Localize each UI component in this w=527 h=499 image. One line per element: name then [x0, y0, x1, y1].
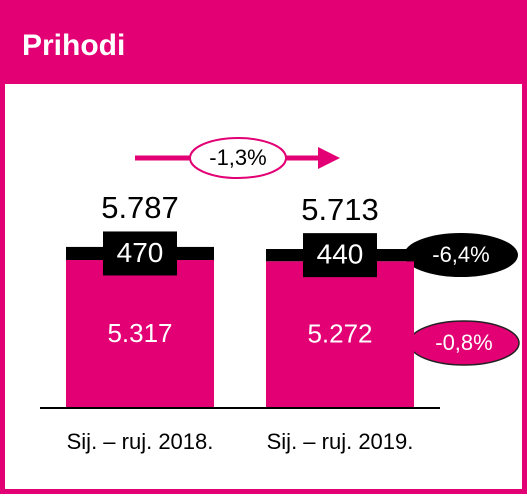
chart-title: Prihodi	[22, 29, 125, 62]
value-label: 5.272	[307, 319, 372, 349]
bar-segment	[66, 260, 214, 408]
x-tick-label: Sij. – ruj. 2018.	[67, 429, 214, 454]
change-bubble	[189, 137, 287, 179]
bar-segment	[266, 261, 414, 408]
value-label-box	[103, 231, 177, 276]
x-tick-label: Sij. – ruj. 2019.	[267, 429, 414, 454]
total-label: 5.787	[101, 190, 179, 225]
series-change-label: -0,8%	[435, 330, 492, 355]
total-change-label: -1,3%	[209, 145, 266, 170]
total-label: 5.713	[301, 192, 379, 227]
value-label: 440	[317, 239, 364, 270]
value-label-box	[303, 233, 377, 278]
value-label: 470	[117, 237, 164, 268]
change-bubble	[404, 233, 518, 277]
series-change-label: -6,4%	[432, 242, 489, 267]
value-label: 5.317	[107, 318, 172, 348]
change-arrow-head	[318, 147, 340, 169]
